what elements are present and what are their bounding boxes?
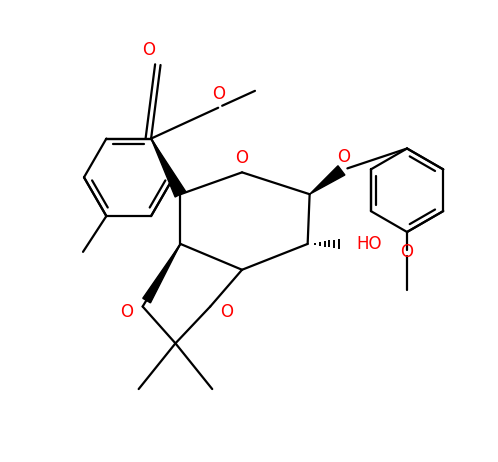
Text: O: O bbox=[212, 85, 225, 103]
Polygon shape bbox=[151, 139, 186, 197]
Text: O: O bbox=[400, 243, 413, 261]
Polygon shape bbox=[143, 244, 180, 303]
Text: O: O bbox=[236, 149, 249, 167]
Polygon shape bbox=[310, 166, 345, 194]
Text: O: O bbox=[142, 41, 155, 59]
Text: O: O bbox=[120, 303, 133, 321]
Text: HO: HO bbox=[357, 235, 382, 253]
Text: O: O bbox=[220, 303, 233, 321]
Text: O: O bbox=[337, 148, 350, 166]
